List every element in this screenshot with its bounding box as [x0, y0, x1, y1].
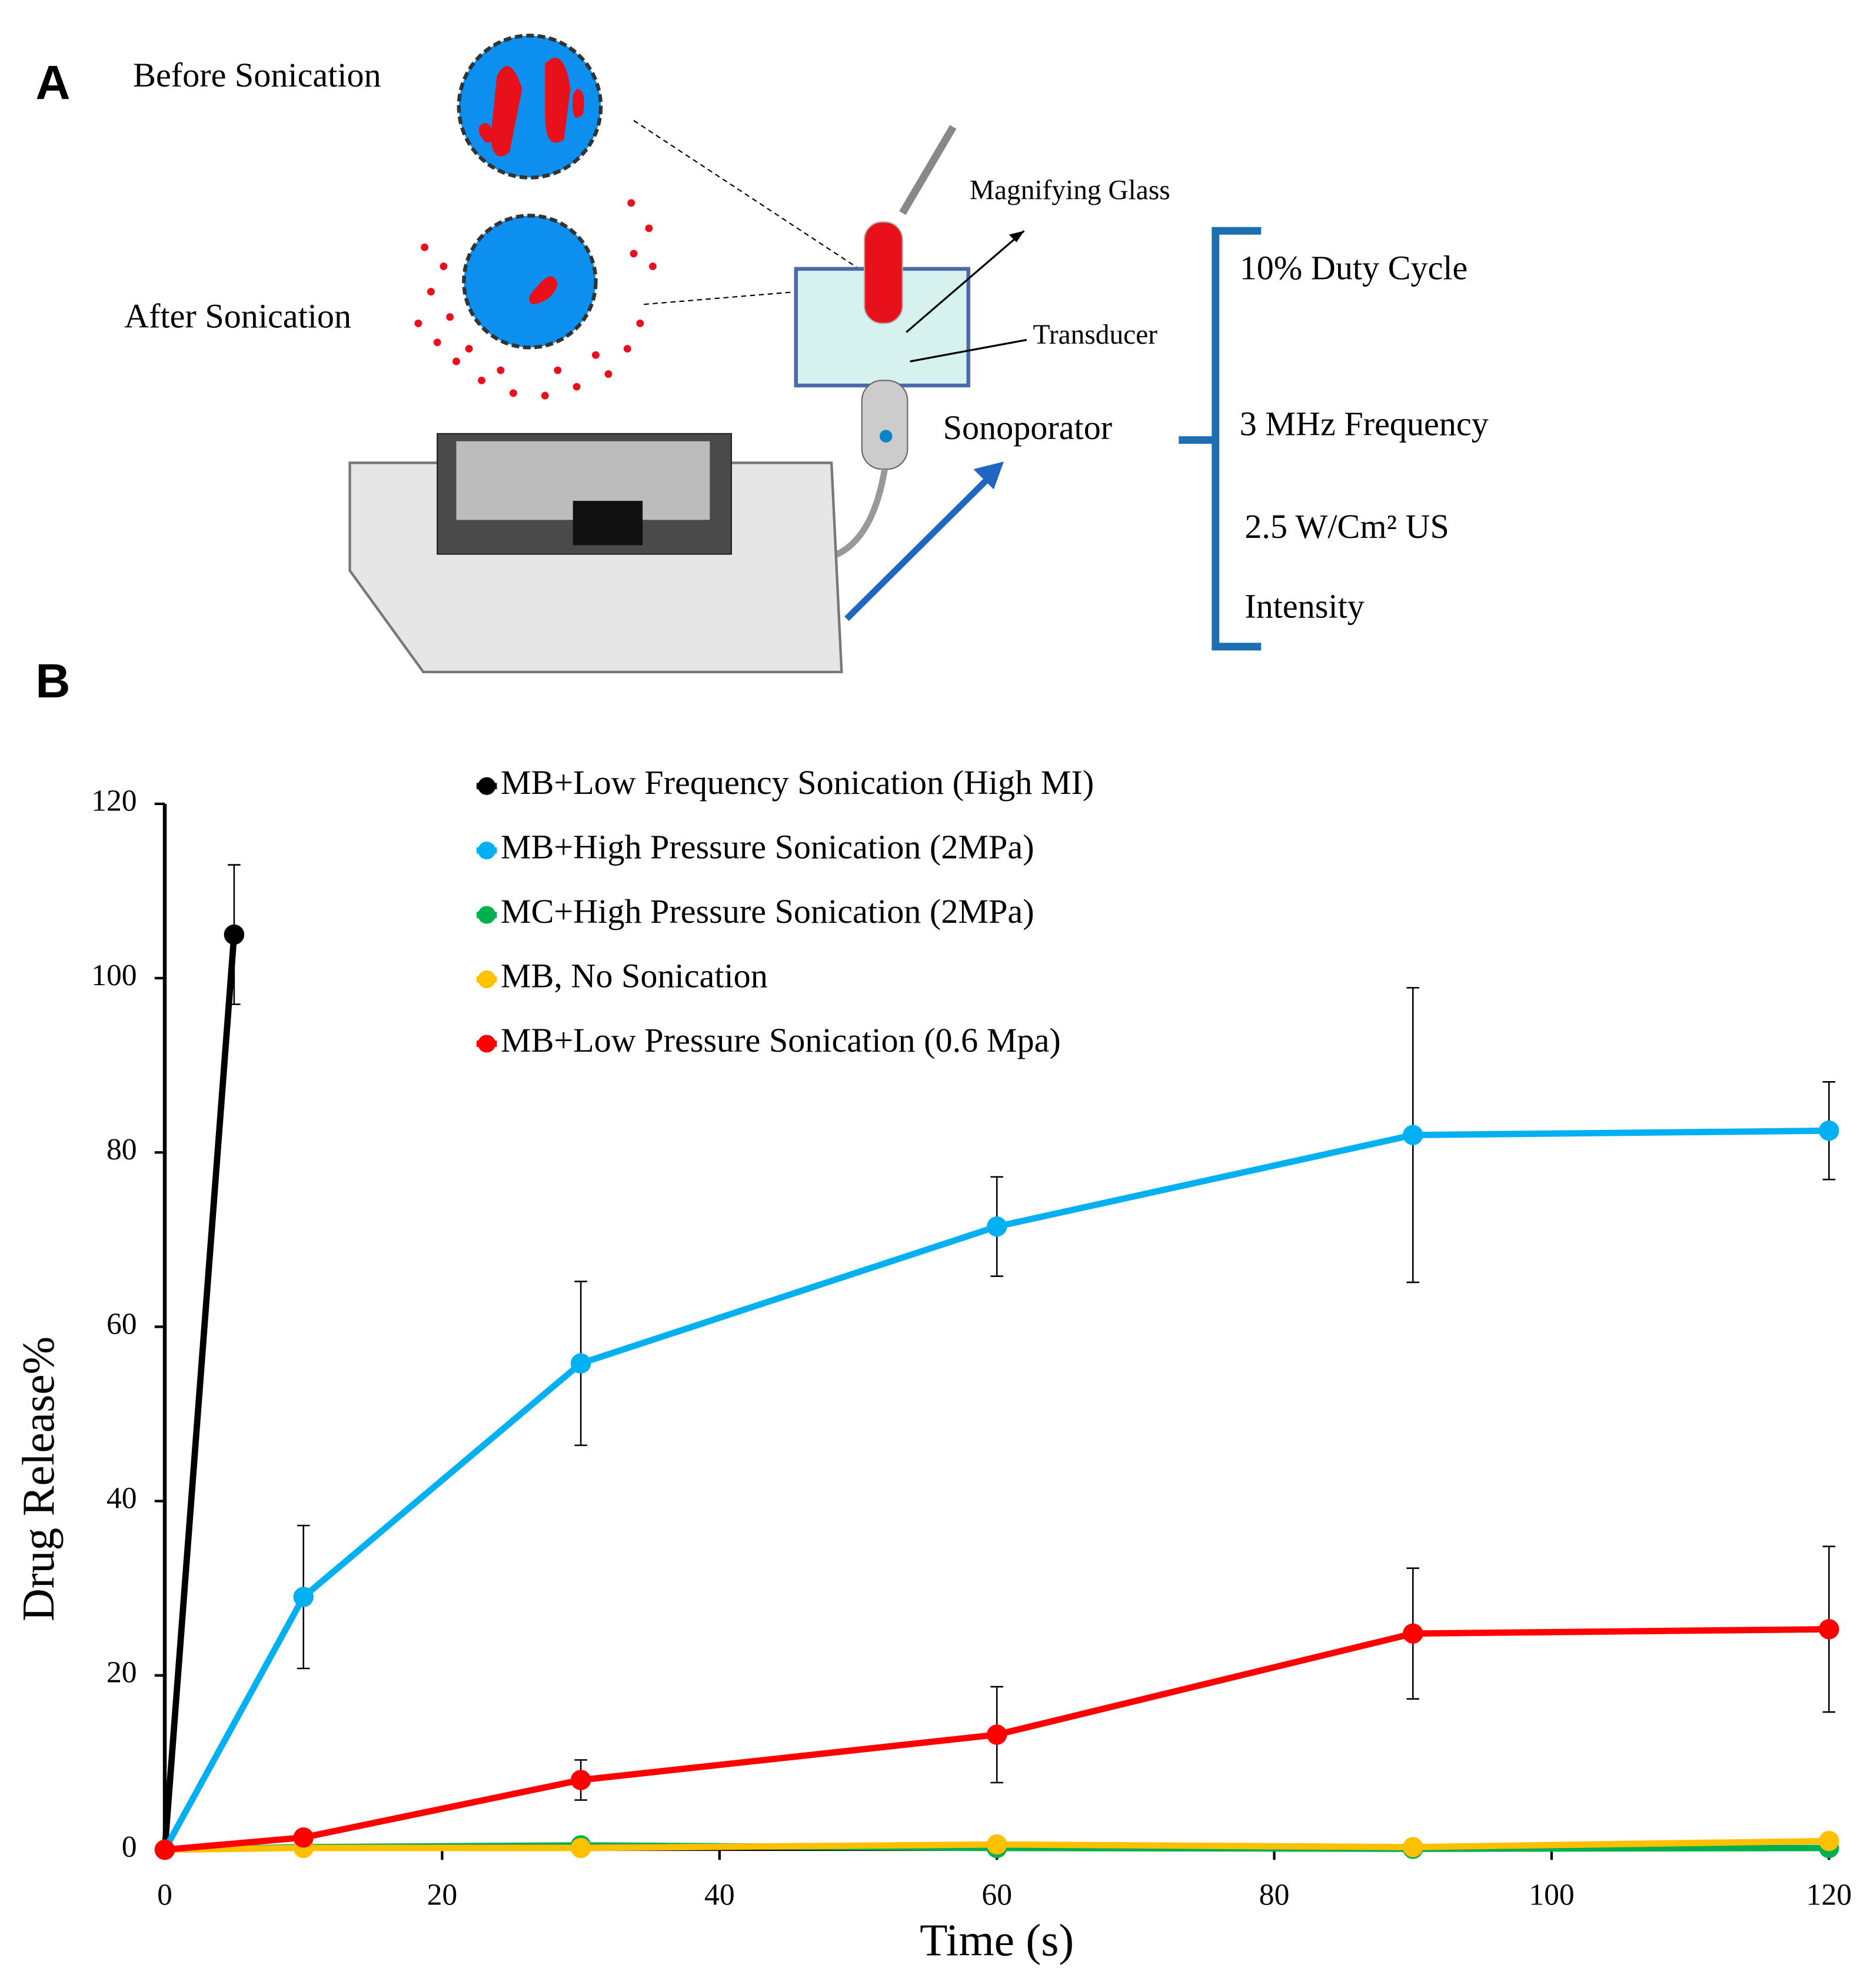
data-point	[986, 1834, 1007, 1855]
legend-entry: MB+High Pressure Sonication (2MPa)	[501, 827, 1034, 866]
data-point	[224, 924, 245, 945]
legend-entry: MB+Low Pressure Sonication (0.6 Mpa)	[501, 1021, 1061, 1059]
legend-entry: MB+Low Frequency Sonication (High MI)	[501, 763, 1094, 802]
setting: 10% Duty Cycle	[1240, 249, 1468, 287]
data-point	[1819, 1830, 1839, 1851]
legend-swatch	[478, 842, 496, 860]
arrow	[910, 338, 1027, 363]
x-tick-label: 20	[427, 1879, 458, 1912]
data-point	[986, 1724, 1007, 1745]
y-tick-label: 120	[91, 784, 137, 818]
x-tick-label: 100	[1529, 1879, 1575, 1912]
arrow	[844, 469, 997, 621]
label: After Sonication	[124, 297, 351, 335]
pointer	[644, 284, 875, 305]
series-line	[161, 934, 238, 1850]
released-drug	[414, 199, 657, 400]
x-tick-label: 80	[1259, 1879, 1290, 1912]
legend-swatch	[478, 777, 496, 795]
y-axis-label: Drug Release%	[13, 1337, 64, 1621]
x-tick-label: 0	[157, 1879, 172, 1912]
particle-after	[462, 214, 598, 350]
setting: 3 MHz Frequency	[1240, 404, 1489, 443]
y-tick-label: 40	[107, 1482, 137, 1515]
series-line	[162, 1127, 1829, 1851]
y-tick-label: 80	[107, 1133, 137, 1166]
panel-label: B	[35, 654, 70, 708]
label: Transducer	[1033, 320, 1158, 350]
legend-swatch	[478, 970, 496, 989]
x-axis-label: Time (s)	[920, 1914, 1074, 1965]
data-point	[570, 1353, 591, 1374]
setting: Intensity	[1244, 587, 1365, 626]
probe	[861, 380, 908, 470]
series-line	[164, 1625, 1829, 1853]
panel-label: A	[35, 56, 70, 109]
x-tick-label: 120	[1806, 1879, 1852, 1912]
setting: 2.5 W/Cm² US	[1244, 507, 1449, 546]
legend-swatch	[478, 906, 496, 924]
x-tick-label: 40	[704, 1879, 735, 1912]
y-tick-label: 60	[107, 1307, 137, 1341]
drug	[529, 276, 558, 305]
illustration	[348, 34, 1262, 674]
data-point	[1819, 1121, 1839, 1141]
data-point	[986, 1216, 1007, 1237]
legend-entry: MC+High Pressure Sonication (2MPa)	[501, 892, 1034, 930]
arrowhead	[1009, 231, 1024, 242]
arrow	[906, 230, 1025, 333]
label: Before Sonication	[133, 56, 381, 94]
x-tick-label: 60	[981, 1879, 1012, 1912]
probe-dot	[879, 430, 893, 443]
data-point	[293, 1587, 314, 1607]
pointer	[633, 119, 875, 280]
data-point	[570, 1837, 591, 1859]
label: Magnifying Glass	[970, 175, 1170, 205]
tweezer	[899, 125, 957, 215]
y-tick-label: 0	[122, 1830, 137, 1864]
device-handle	[573, 501, 643, 546]
y-tick-label: 20	[107, 1656, 137, 1690]
y-tick-label: 100	[91, 959, 137, 992]
legend-swatch	[478, 1035, 496, 1053]
data-point	[570, 1770, 591, 1790]
arrowhead	[973, 461, 1004, 490]
chart: 0 20 40 60 80 100 120 0 20 40 60 80 100 120 Time (s) Dr…	[13, 763, 1852, 1965]
label: Sonoporator	[943, 408, 1113, 447]
data-point	[293, 1827, 314, 1848]
cable	[827, 468, 888, 561]
data-point	[1403, 1125, 1423, 1145]
data-point	[1403, 1837, 1423, 1857]
drug	[479, 58, 584, 157]
data-point	[1819, 1619, 1839, 1640]
series-line	[164, 1837, 1829, 1853]
legend-entry: MB, No Sonication	[501, 956, 768, 995]
data-point	[1403, 1623, 1423, 1644]
bracket	[1179, 227, 1262, 651]
tube	[864, 221, 903, 324]
data-point	[154, 1839, 175, 1860]
